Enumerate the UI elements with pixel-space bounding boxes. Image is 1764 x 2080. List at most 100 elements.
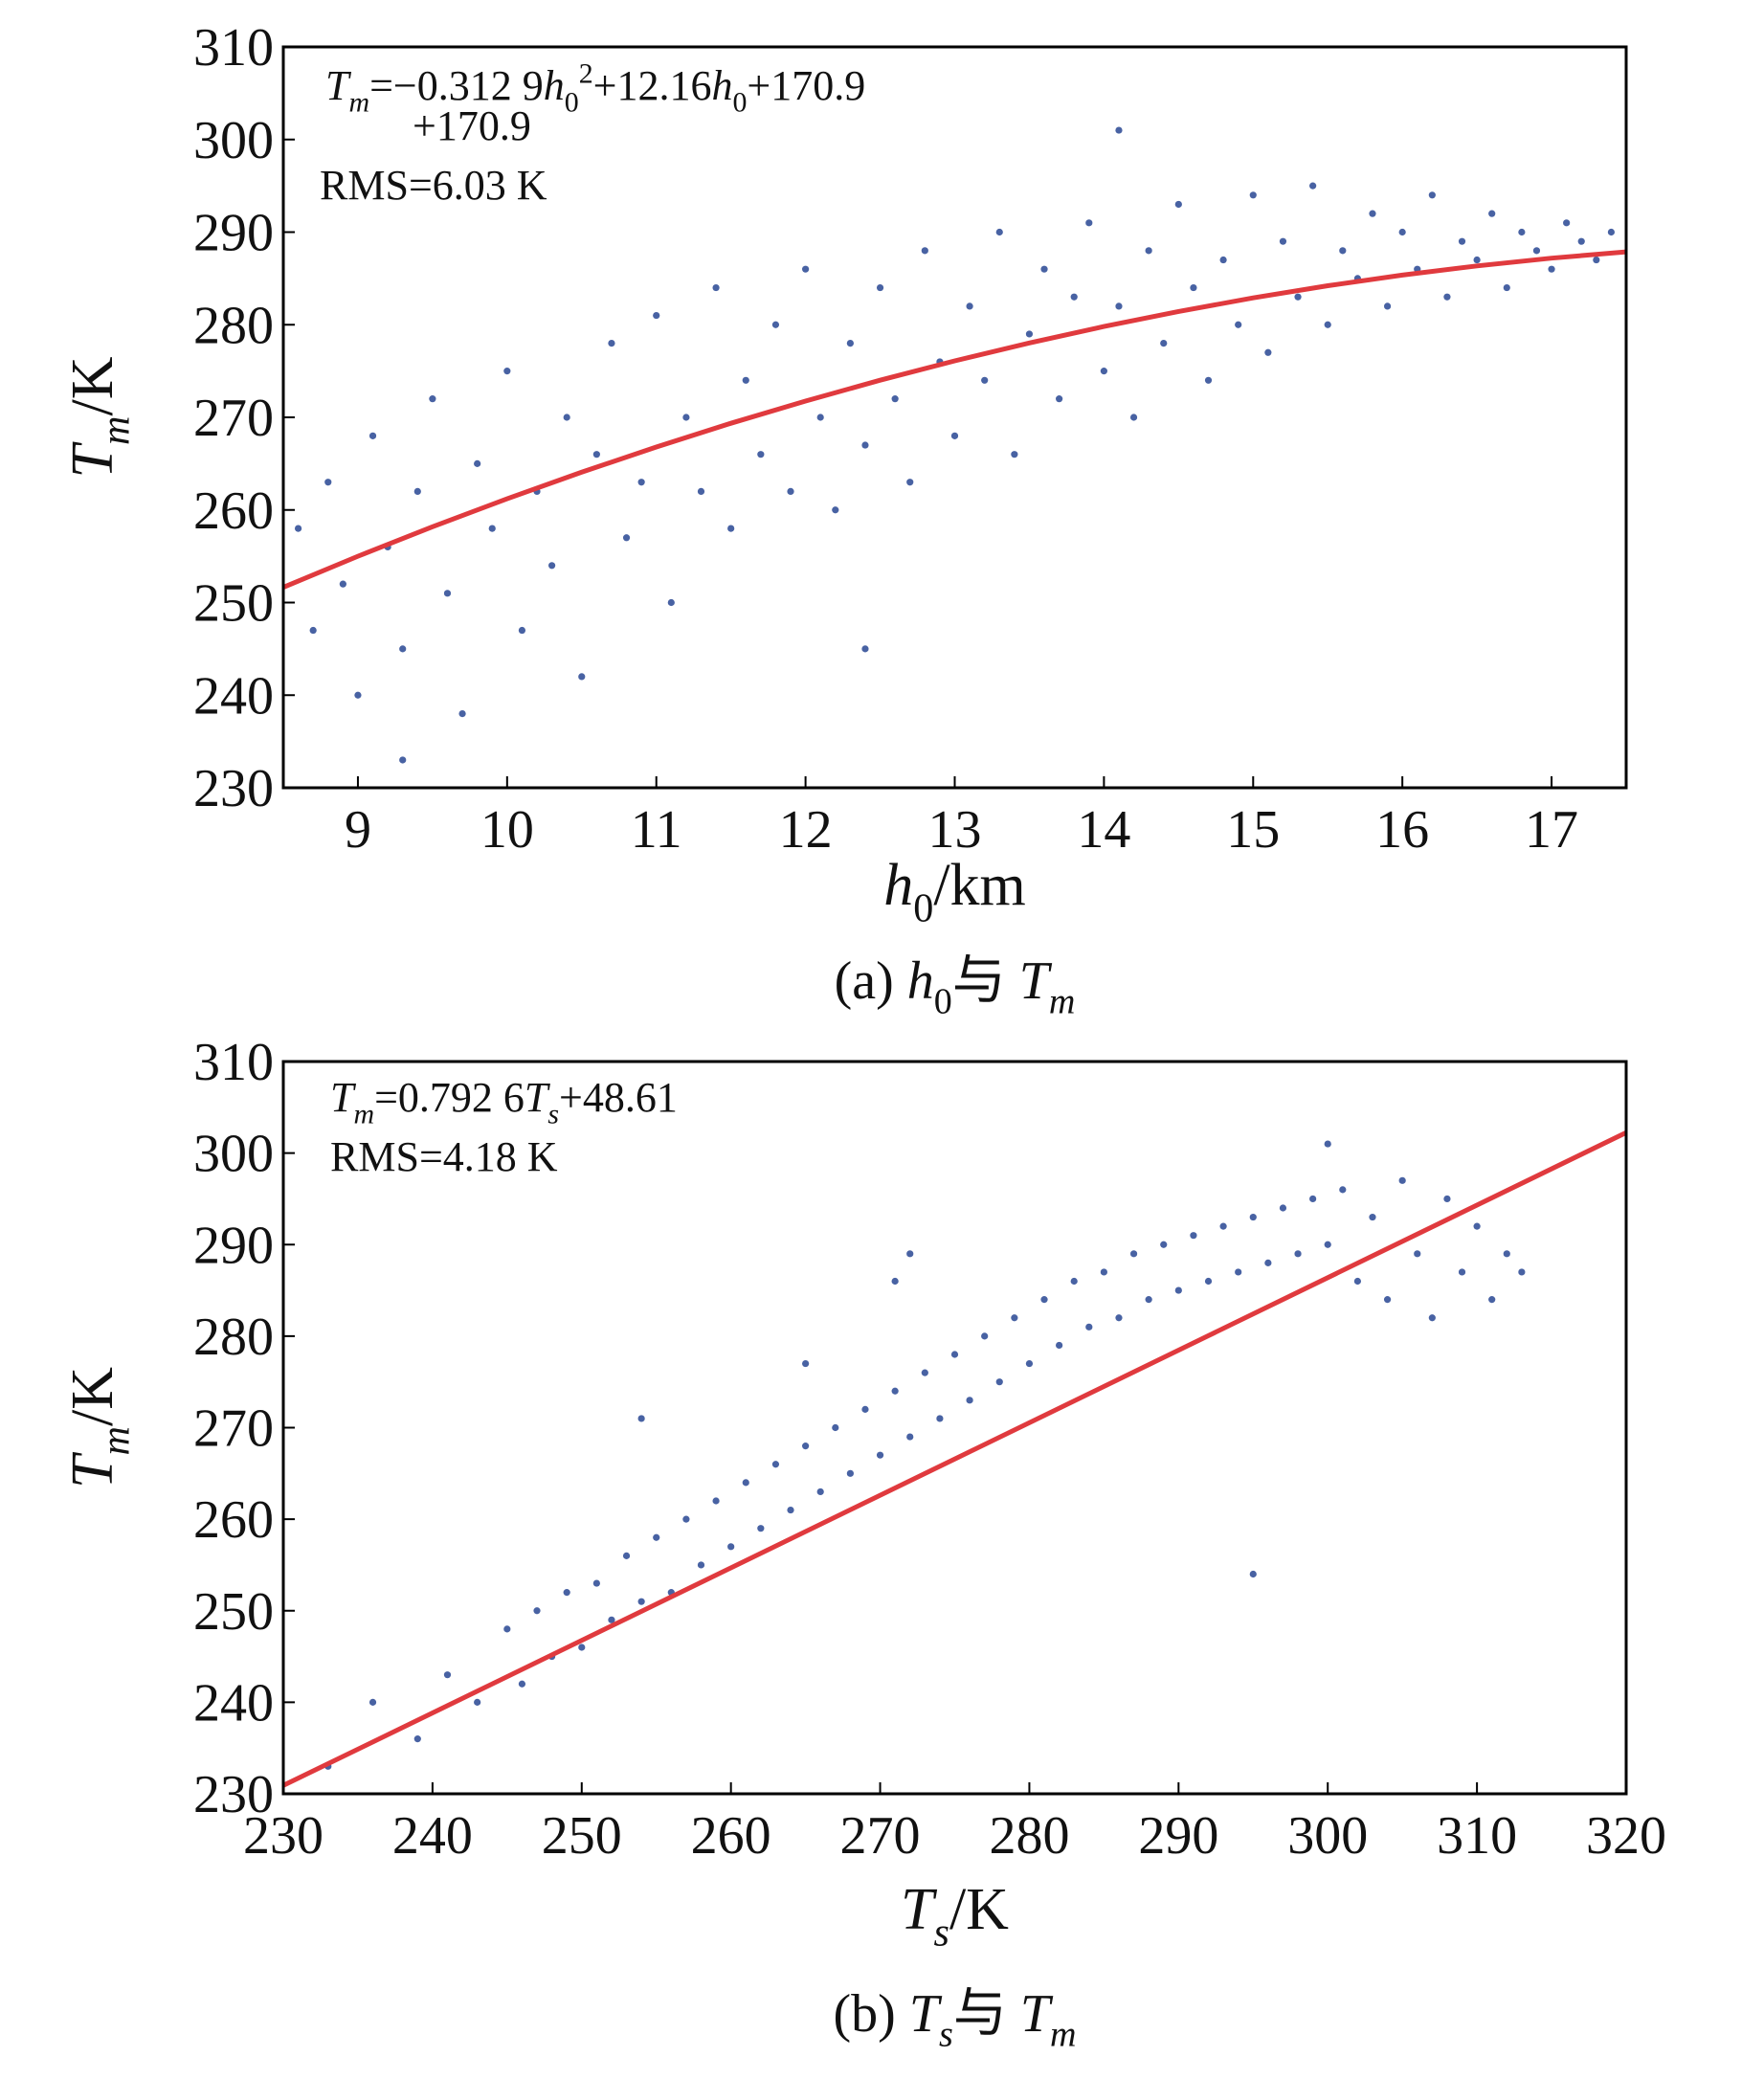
scatter-point (1204, 1277, 1213, 1286)
x-tick-label: 280 (989, 1806, 1069, 1866)
scatter-point (1264, 348, 1272, 356)
x-tick-label: 310 (1437, 1806, 1517, 1866)
scatter-point (1219, 256, 1227, 264)
scatter-point (876, 283, 884, 292)
scatter-point (846, 1469, 854, 1477)
text-part: 0 (934, 982, 952, 1022)
scatter-point (682, 1515, 690, 1523)
scatter-point (787, 487, 794, 495)
scatter-point (921, 1369, 928, 1376)
text-part: T (60, 440, 125, 478)
scatter-point (1324, 1140, 1331, 1148)
scatter-point (995, 228, 1003, 236)
scatter-point (1414, 1250, 1421, 1258)
scatter-point (1503, 1250, 1510, 1258)
text-part: /km (933, 853, 1025, 918)
scatter-point (1264, 1259, 1272, 1266)
scatter-point (1129, 1250, 1138, 1258)
text-part: h (907, 951, 934, 1011)
scatter-point (832, 506, 839, 514)
scatter-point (592, 451, 600, 458)
rms-annotation: RMS=4.18 K (330, 1133, 558, 1180)
scatter-point (667, 598, 675, 607)
scatter-point (697, 1561, 705, 1569)
scatter-point (771, 1461, 780, 1468)
x-tick-label: 10 (480, 800, 534, 860)
y-tick-label: 230 (193, 759, 274, 818)
scatter-point (816, 1487, 824, 1496)
x-tick-label: 13 (928, 800, 982, 860)
scatter-point (802, 265, 810, 273)
scatter-point (637, 479, 645, 486)
text-part: T (60, 1451, 125, 1488)
text-part: T (525, 1074, 551, 1121)
y-tick-label: 300 (193, 111, 274, 170)
scatter-point (413, 487, 421, 495)
scatter-point (368, 432, 377, 439)
text-part: m (93, 1426, 138, 1455)
scatter-point (1324, 1241, 1331, 1248)
x-tick-label: 17 (1525, 800, 1578, 860)
scatter-point (354, 691, 362, 699)
y-tick-label: 280 (193, 1308, 274, 1367)
text-part: m (1050, 2015, 1077, 2055)
x-tick-label: 240 (392, 1806, 473, 1866)
scatter-point (950, 432, 959, 439)
scatter-point (712, 1497, 720, 1505)
scatter-point (1070, 293, 1078, 301)
scatter-point (891, 1277, 899, 1286)
text-part: (b) (834, 1984, 909, 2044)
scatter-point (1129, 414, 1138, 421)
scatter-point (1563, 219, 1571, 227)
scatter-point (771, 321, 780, 328)
y-tick-label: 230 (193, 1765, 274, 1824)
scatter-point (1339, 1186, 1347, 1194)
scatter-point (1532, 247, 1541, 255)
scatter-point (1100, 368, 1107, 375)
scatter-point (1025, 1359, 1034, 1368)
scatter-point (832, 1423, 839, 1432)
scatter-point (1398, 1176, 1406, 1184)
scatter-point (742, 376, 749, 384)
scatter-point (936, 1415, 944, 1422)
scatter-point (548, 562, 556, 570)
scatter-point (1488, 210, 1496, 217)
scatter-point (1249, 1570, 1257, 1578)
equation: Tm=−0.312 9h02+12.16h0+170.9 (325, 57, 865, 118)
scatter-point (1145, 247, 1152, 255)
scatter-point (1353, 1277, 1361, 1286)
text-part: T (1019, 951, 1053, 1011)
y-tick-label: 260 (193, 1490, 274, 1550)
scatter-point (1324, 321, 1331, 328)
scatter-point (1160, 1241, 1168, 1248)
scatter-point (757, 1525, 765, 1532)
x-tick-label: 260 (691, 1806, 771, 1866)
rms-annotation: RMS=6.03 K (320, 162, 547, 209)
scatter-point (891, 395, 899, 403)
scatter-point (1174, 200, 1182, 209)
text-part: s (934, 1910, 949, 1955)
text-part: T (1020, 1984, 1054, 2044)
text-part: /K (60, 1367, 125, 1426)
text-part: m (1049, 982, 1076, 1022)
text-part: m (93, 416, 138, 445)
x-tick-label: 250 (542, 1806, 622, 1866)
text-part: 与 (953, 1984, 1020, 2044)
scatter-point (1443, 1195, 1451, 1203)
y-tick-label: 270 (193, 389, 274, 448)
scatter-point (533, 1607, 541, 1615)
scatter-point (1607, 228, 1616, 236)
scatter-point (608, 340, 615, 347)
scatter-point (802, 1359, 810, 1368)
scatter-point (413, 1735, 421, 1743)
scatter-point (1235, 1268, 1242, 1276)
scatter-point (1503, 283, 1510, 292)
fit-line (282, 249, 1627, 590)
scatter-point (488, 525, 496, 532)
caption: (a) h0与 Tm (835, 951, 1076, 1022)
text-part: m (353, 1098, 374, 1129)
y-tick-label: 280 (193, 296, 274, 355)
plot-area (281, 1129, 1628, 1788)
scatter-point (1488, 1296, 1496, 1304)
scatter-point (1085, 1323, 1093, 1331)
